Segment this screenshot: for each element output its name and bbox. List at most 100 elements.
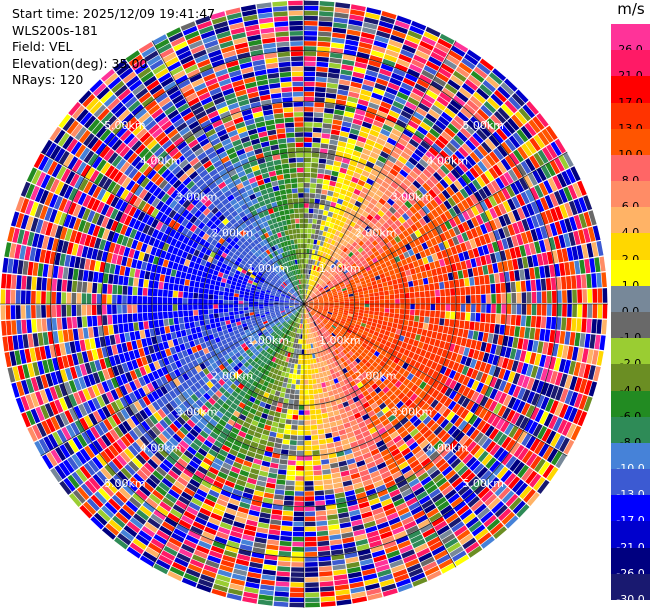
velocity-gate (493, 111, 507, 124)
velocity-gate (367, 221, 375, 229)
velocity-gate (492, 334, 499, 345)
velocity-gate (394, 333, 400, 340)
velocity-gate (278, 551, 291, 557)
velocity-gate (274, 390, 281, 397)
velocity-gate (384, 312, 390, 317)
velocity-gate (343, 312, 348, 316)
velocity-gate (569, 216, 578, 231)
velocity-gate (428, 147, 439, 157)
velocity-gate (421, 69, 435, 80)
velocity-gate (305, 269, 308, 274)
velocity-gate (581, 274, 587, 289)
velocity-gate (428, 85, 441, 96)
velocity-gate (327, 77, 339, 84)
velocity-gate (371, 280, 377, 286)
velocity-gate (350, 228, 357, 235)
velocity-gate (524, 351, 532, 364)
velocity-gate (431, 253, 439, 262)
velocity-gate (405, 209, 414, 218)
velocity-gate (471, 295, 476, 304)
velocity-gate (299, 400, 304, 405)
velocity-gate (497, 356, 505, 368)
velocity-gate (356, 321, 362, 326)
velocity-gate (429, 283, 435, 291)
velocity-gate (340, 69, 353, 76)
velocity-gate (291, 358, 296, 364)
velocity-gate (296, 460, 304, 466)
velocity-gate (390, 238, 397, 246)
velocity-gate (542, 147, 553, 162)
velocity-gate (373, 288, 379, 293)
velocity-gate (534, 241, 542, 254)
velocity-gate (507, 224, 516, 236)
velocity-gate (349, 260, 355, 266)
velocity-gate (282, 382, 288, 388)
velocity-gate (345, 191, 353, 198)
velocity-gate (576, 274, 582, 289)
velocity-gate (435, 363, 443, 373)
velocity-gate (295, 354, 299, 359)
velocity-gate (320, 274, 325, 280)
velocity-gate (394, 289, 400, 295)
velocity-gate (341, 318, 346, 323)
velocity-gate (423, 323, 429, 330)
velocity-gate (400, 204, 409, 212)
velocity-gate (318, 31, 332, 37)
velocity-gate (334, 492, 345, 499)
velocity-gate (524, 268, 531, 280)
velocity-gate (406, 226, 414, 235)
velocity-gate (453, 372, 461, 382)
velocity-gate (316, 56, 329, 62)
velocity-gate (466, 219, 475, 230)
velocity-gate (358, 240, 365, 247)
velocity-gate (331, 37, 345, 44)
velocity-gate (406, 326, 413, 333)
velocity-gate (392, 100, 405, 110)
velocity-gate (327, 238, 333, 244)
velocity-gate (369, 129, 380, 138)
velocity-gate (312, 281, 316, 286)
velocity-gate (534, 409, 545, 423)
velocity-gate (415, 304, 420, 310)
velocity-gate (469, 151, 481, 163)
velocity-gate (394, 96, 407, 105)
velocity-gate (353, 265, 359, 271)
velocity-gate (587, 304, 593, 318)
velocity-gate (443, 342, 451, 351)
velocity-gate (409, 184, 418, 193)
velocity-gate (405, 73, 418, 83)
velocity-gate (427, 276, 434, 284)
velocity-gate (305, 562, 318, 567)
velocity-gate (450, 296, 456, 304)
velocity-gate (308, 300, 313, 303)
velocity-gate (414, 309, 420, 316)
velocity-gate (304, 435, 312, 441)
velocity-gate (330, 277, 335, 282)
velocity-gate (383, 286, 389, 291)
velocity-gate (382, 124, 393, 133)
velocity-gate (403, 349, 410, 357)
velocity-gate (410, 254, 417, 262)
velocity-gate (365, 336, 372, 342)
velocity-gate (430, 297, 436, 304)
velocity-gate (341, 316, 347, 320)
velocity-gate (596, 240, 604, 256)
velocity-gate (304, 379, 309, 385)
velocity-gate (285, 419, 292, 425)
velocity-gate (320, 596, 336, 602)
velocity-gate (473, 112, 486, 125)
velocity-gate (294, 359, 299, 364)
velocity-gate (325, 232, 331, 238)
velocity-gate (367, 190, 375, 198)
velocity-gate (318, 308, 323, 311)
velocity-gate (509, 348, 517, 360)
velocity-gate (586, 243, 594, 258)
velocity-gate (268, 472, 278, 479)
velocity-gate (450, 304, 456, 312)
velocity-gate (291, 567, 304, 572)
velocity-gate (446, 103, 460, 115)
velocity-gate (436, 332, 443, 340)
velocity-gate (425, 26, 441, 38)
velocity-gate (499, 174, 510, 187)
velocity-gate (308, 301, 314, 303)
